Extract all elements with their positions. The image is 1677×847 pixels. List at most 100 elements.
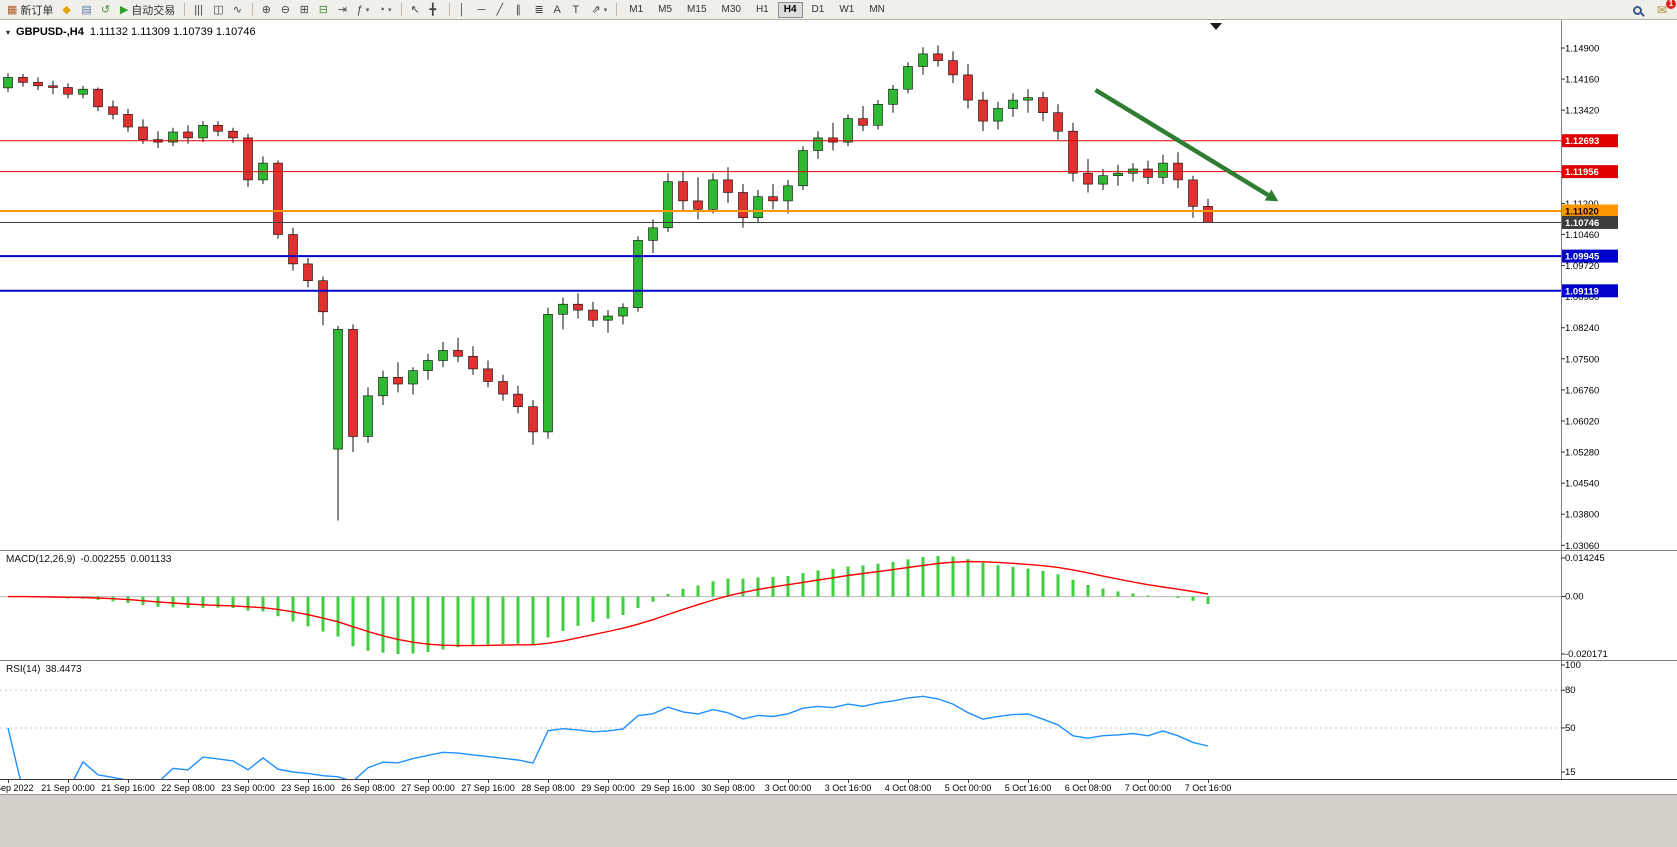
layers-icon: ▤ <box>81 3 92 16</box>
timeframe-button-mn[interactable]: MN <box>869 4 885 15</box>
svg-text:1.12693: 1.12693 <box>1565 136 1599 147</box>
toolbar-divider <box>184 3 186 16</box>
new-order-button[interactable]: ▦ 新订单 <box>3 1 57 19</box>
autotrade-button[interactable]: ▶ 自动交易 <box>116 1 179 19</box>
timeframe-button-h4[interactable]: H4 <box>777 1 803 18</box>
tile-windows-button[interactable]: ⊞ <box>296 1 314 19</box>
toolbar-divider <box>251 3 253 16</box>
time-label: 7 Oct 00:00 <box>1124 783 1172 793</box>
timeframe-button-m5[interactable]: M5 <box>658 4 673 15</box>
macd-value-signal: 0.001133 <box>130 554 172 565</box>
time-label: 27 Sep 16:00 <box>461 783 515 793</box>
profiles-button[interactable]: ▤ <box>77 1 95 19</box>
time-tick <box>728 780 729 783</box>
time-label: 5 Oct 16:00 <box>1004 783 1052 793</box>
timeframe-button-w1[interactable]: W1 <box>839 4 855 15</box>
order-chart-icon: ▦ <box>7 3 18 16</box>
time-label: 29 Sep 16:00 <box>641 783 695 793</box>
mail-icon: ✉ <box>1656 3 1667 17</box>
time-tick <box>428 780 429 783</box>
time-label: 3 Oct 16:00 <box>824 783 872 793</box>
zoom-out-button[interactable]: ⊖ <box>277 1 295 19</box>
timeframe-button-m1[interactable]: M1 <box>629 4 644 15</box>
chevron-down-icon: ▾ <box>603 6 608 14</box>
svg-text:50: 50 <box>1565 723 1576 734</box>
time-tick <box>1148 780 1149 783</box>
time-tick <box>188 780 189 783</box>
svg-text:100: 100 <box>1565 660 1581 671</box>
svg-text:1.11956: 1.11956 <box>1565 167 1599 178</box>
clock-icon: ◔ <box>378 3 385 16</box>
svg-text:1.06760: 1.06760 <box>1565 385 1599 396</box>
auto-scroll-button[interactable]: ⊟ <box>315 1 333 19</box>
macd-panel[interactable]: 0.014245 0.00 -0.020171 <box>0 550 1677 660</box>
channel-tool-button[interactable]: ∥ <box>512 1 530 19</box>
timeframe-button-m30[interactable]: M30 <box>721 4 741 15</box>
tile-windows-icon: ⊞ <box>299 3 309 16</box>
svg-text:1.03060: 1.03060 <box>1565 541 1599 550</box>
time-label: 26 Sep 08:00 <box>341 783 395 793</box>
zoom-in-icon: ⊕ <box>261 3 271 16</box>
svg-text:1.07500: 1.07500 <box>1565 354 1599 365</box>
line-chart-button[interactable]: ∿ <box>229 1 247 19</box>
svg-text:-0.020171: -0.020171 <box>1565 649 1608 660</box>
line-chart-icon: ∿ <box>232 3 242 16</box>
indicators-button[interactable]: ƒ ▾ <box>353 1 374 19</box>
fibonacci-icon: ≣ <box>534 3 544 16</box>
fibonacci-tool-button[interactable]: ≣ <box>531 1 549 19</box>
chevron-down-icon: ▾ <box>365 6 370 14</box>
refresh-button[interactable]: ↺ <box>97 1 115 19</box>
rsi-label: RSI(14) 38.4473 <box>6 664 82 675</box>
candlestick-icon: ◫ <box>213 3 224 16</box>
arrows-tool-button[interactable]: ⇗ ▾ <box>588 1 612 19</box>
zoom-out-icon: ⊖ <box>280 3 290 16</box>
chart-title: ▾ GBPUSD-,H4 1.11132 1.11309 1.10739 1.1… <box>6 26 256 38</box>
time-tick <box>848 780 849 783</box>
channel-icon: ∥ <box>515 3 522 16</box>
svg-text:0.00: 0.00 <box>1565 592 1584 603</box>
macd-value-main: -0.002255 <box>80 554 126 565</box>
chart-symbol-period: GBPUSD-,H4 <box>16 26 84 38</box>
svg-text:1.09720: 1.09720 <box>1565 261 1599 272</box>
time-tick <box>128 780 129 783</box>
time-tick <box>248 780 249 783</box>
time-label: 4 Oct 08:00 <box>884 783 932 793</box>
bars-chart-button[interactable]: ||| <box>190 1 208 19</box>
one-click-trading-icon[interactable]: ▾ <box>6 27 11 37</box>
time-axis[interactable]: 20 Sep 2022 21 Sep 00:00 21 Sep 16:00 22 Se… <box>0 779 1677 794</box>
timeframe-button-d1[interactable]: D1 <box>811 4 825 15</box>
timeframe-button-m15[interactable]: M15 <box>687 4 707 15</box>
time-tick <box>1208 780 1209 783</box>
macd-name: MACD(12,26,9) <box>6 554 76 565</box>
zoom-in-button[interactable]: ⊕ <box>258 1 276 19</box>
alerts-button[interactable]: ✉ 1 <box>1653 0 1676 19</box>
cursor-button[interactable]: ↖ <box>407 1 425 19</box>
time-tick <box>68 780 69 783</box>
svg-text:80: 80 <box>1565 685 1576 696</box>
search-button[interactable] <box>1629 1 1647 19</box>
time-label: 21 Sep 16:00 <box>101 783 155 793</box>
label-tool-button[interactable]: T <box>569 1 587 19</box>
vline-tool-button[interactable]: │ <box>455 1 473 19</box>
arrow-object-icon: ⇗ <box>591 3 601 16</box>
time-tick <box>1088 780 1089 783</box>
candles-chart-button[interactable]: ◫ <box>209 1 227 19</box>
timeframe-button-h1[interactable]: H1 <box>755 4 769 15</box>
layouts-button[interactable]: ◆ <box>58 1 76 19</box>
hline-tool-button[interactable]: ─ <box>474 1 492 19</box>
time-tick <box>908 780 909 783</box>
chart-shift-button[interactable]: ⇥ <box>334 1 352 19</box>
trendline-tool-button[interactable]: ╱ <box>493 1 511 19</box>
svg-text:1.14900: 1.14900 <box>1565 44 1599 55</box>
periods-button[interactable]: ◔ ▾ <box>374 1 395 19</box>
time-tick <box>968 780 969 783</box>
search-icon <box>1632 5 1642 15</box>
text-tool-button[interactable]: A <box>550 1 568 19</box>
macd-label: MACD(12,26,9) -0.002255 0.001133 <box>6 554 171 565</box>
price-chart-panel[interactable]: 1.149001.141601.134201.126801.119401.112… <box>0 20 1677 550</box>
rsi-panel[interactable]: 100 80 50 15 <box>0 660 1677 779</box>
crosshair-button[interactable]: ╋ <box>426 1 444 19</box>
svg-text:15: 15 <box>1565 767 1576 778</box>
time-tick <box>668 780 669 783</box>
svg-text:1.09945: 1.09945 <box>1565 252 1600 263</box>
